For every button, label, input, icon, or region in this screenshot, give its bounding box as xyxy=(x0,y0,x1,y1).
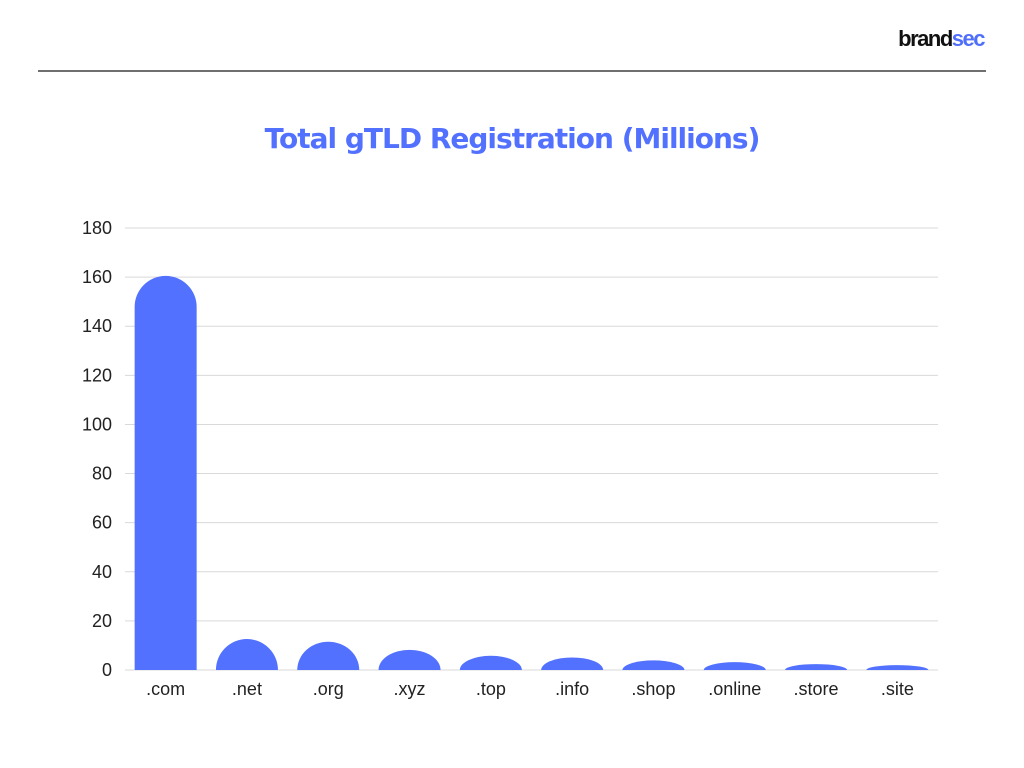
x-tick-label: .info xyxy=(555,679,589,699)
x-tick-label: .store xyxy=(794,679,839,699)
y-tick-label: 120 xyxy=(82,365,112,385)
brand-logo: brandsec xyxy=(898,26,986,52)
brand-logo-part2: sec xyxy=(951,26,986,51)
bar-site xyxy=(866,665,929,670)
brand-logo-part1: brand xyxy=(898,26,953,51)
x-tick-label: .com xyxy=(146,679,185,699)
chart-title: Total gTLD Registration (Millions) xyxy=(264,122,761,155)
x-tick-label: .net xyxy=(232,679,262,699)
y-tick-label: 160 xyxy=(82,267,112,287)
y-tick-label: 180 xyxy=(82,218,112,238)
y-tick-label: 80 xyxy=(92,464,112,484)
x-tick-label: .shop xyxy=(631,679,675,699)
chart-bars xyxy=(134,275,929,670)
bar-xyz xyxy=(378,649,441,670)
bar-top xyxy=(459,655,522,670)
x-axis-labels: .com .net .org .xyz .top .info .shop .online .st… xyxy=(146,679,914,699)
bar-store xyxy=(785,664,848,670)
bar-net xyxy=(215,639,278,670)
bar-online xyxy=(703,662,766,670)
chart-gridlines xyxy=(125,227,938,671)
bar-info xyxy=(541,657,604,670)
y-axis-ticks: 0 20 40 60 80 100 120 140 160 180 xyxy=(82,218,112,680)
x-tick-label: .site xyxy=(881,679,914,699)
x-tick-label: .org xyxy=(313,679,344,699)
y-tick-label: 0 xyxy=(102,660,112,680)
x-tick-label: .online xyxy=(708,679,761,699)
y-tick-label: 100 xyxy=(82,414,112,434)
y-tick-label: 60 xyxy=(92,513,112,533)
bar-com xyxy=(134,275,197,670)
bar-org xyxy=(297,641,360,670)
y-tick-label: 20 xyxy=(92,611,112,631)
header-divider xyxy=(38,70,986,72)
y-tick-label: 40 xyxy=(92,562,112,582)
x-tick-label: .xyz xyxy=(394,679,426,699)
bar-shop xyxy=(622,660,685,670)
y-tick-label: 140 xyxy=(82,316,112,336)
x-tick-label: .top xyxy=(476,679,506,699)
